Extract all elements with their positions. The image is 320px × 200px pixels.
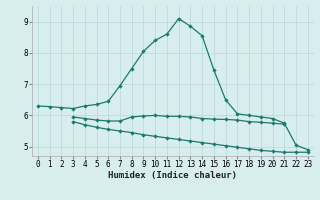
X-axis label: Humidex (Indice chaleur): Humidex (Indice chaleur): [108, 171, 237, 180]
